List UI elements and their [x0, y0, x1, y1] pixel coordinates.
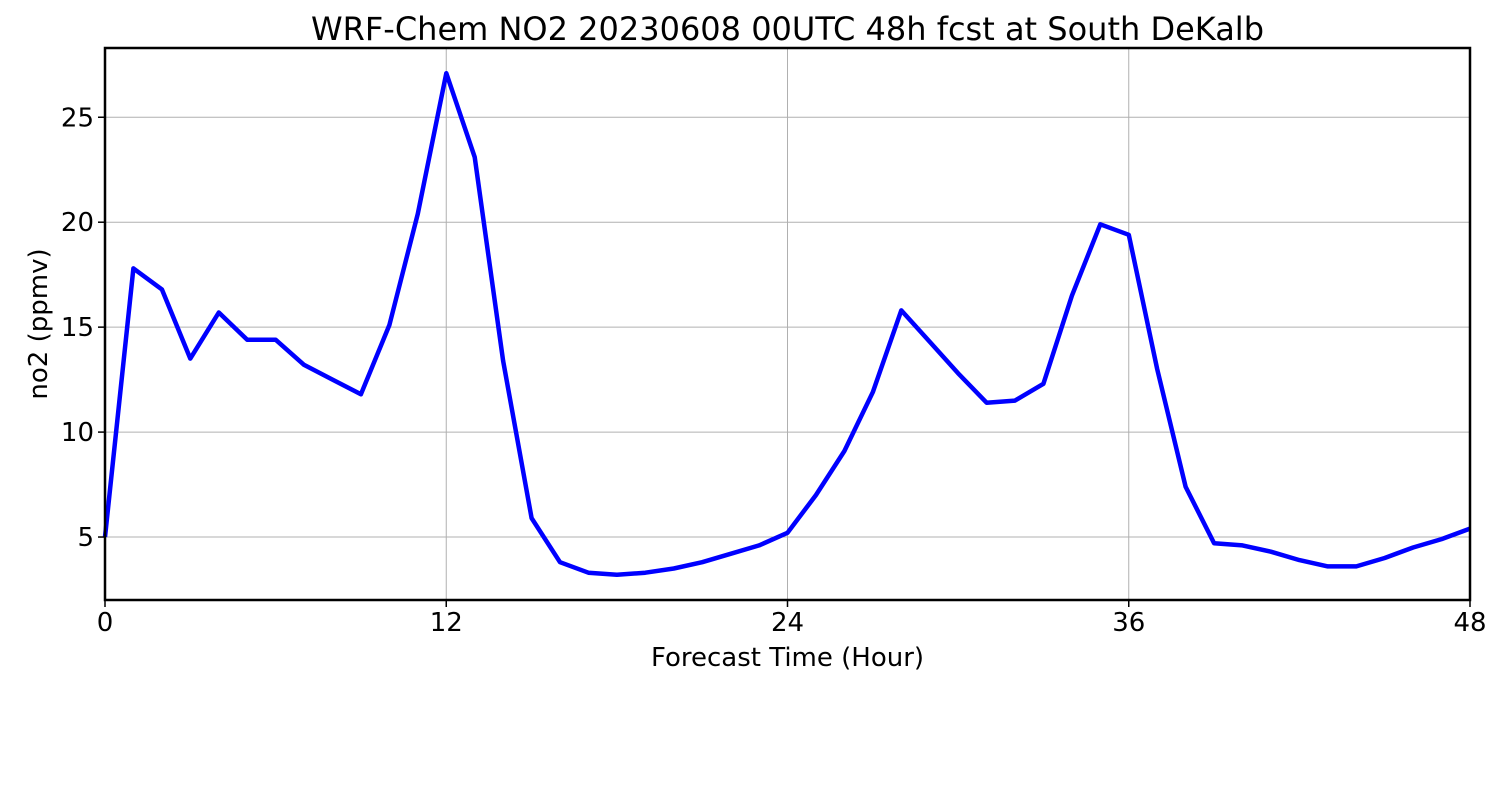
y-tick-label: 20: [61, 208, 94, 238]
y-tick-label: 25: [61, 103, 94, 133]
x-tick-label: 36: [1112, 608, 1145, 638]
series-layer: [102, 70, 1471, 578]
x-tick-label: 0: [97, 608, 114, 638]
chart-title: WRF-Chem NO2 20230608 00UTC 48h fcst at …: [311, 10, 1264, 48]
y-tick-label: 15: [61, 313, 94, 343]
x-tick-label: 12: [430, 608, 463, 638]
axis-ticks: 0 12 24 36 48 5 10 15 20 25: [61, 103, 1487, 638]
grid: [104, 48, 1471, 600]
x-tick-label: 48: [1453, 608, 1486, 638]
y-axis-label: no2 (ppmv): [24, 248, 54, 399]
y-tick-label: 10: [61, 418, 94, 448]
x-tick-label: 24: [771, 608, 804, 638]
series-line: [102, 70, 1471, 578]
x-axis-label: Forecast Time (Hour): [651, 643, 924, 673]
y-tick-label: 5: [77, 523, 94, 553]
